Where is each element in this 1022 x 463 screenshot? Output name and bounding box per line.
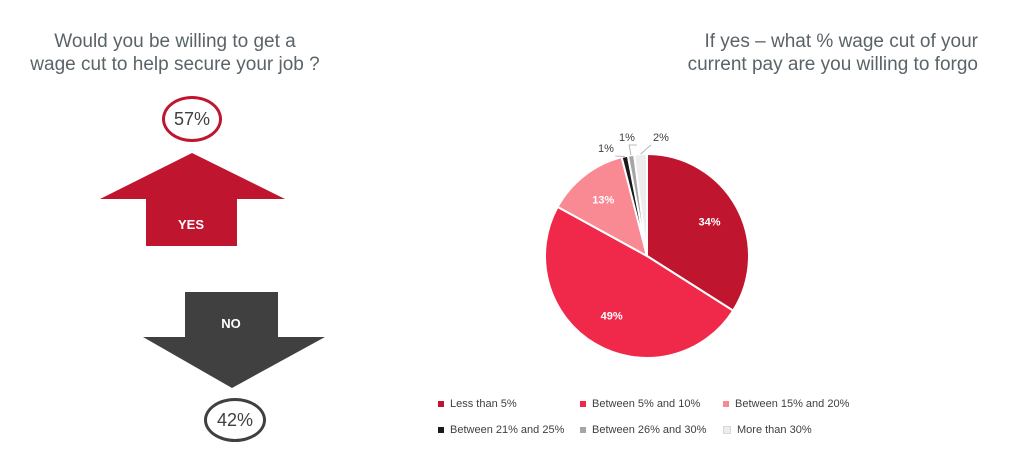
legend-swatch [438, 401, 444, 407]
yes-arrow [100, 153, 285, 246]
pie-slice [556, 155, 649, 258]
no-percentage-badge: 42% [204, 398, 266, 442]
right-title-line2: current pay are you willing to forgo [687, 54, 978, 75]
legend-item: Between 26% and 30% [580, 424, 706, 436]
legend-label: More than 30% [737, 424, 812, 436]
left-title-line2: wage cut to help secure your job ? [30, 54, 320, 75]
pie-leader-line [640, 144, 652, 155]
legend-label: Between 15% and 20% [735, 398, 850, 410]
pie-data-label: 1% [598, 143, 614, 155]
legend-item: Between 21% and 25% [438, 424, 564, 436]
pie-data-label: 13% [592, 195, 614, 207]
legend-item: Less than 5% [438, 398, 517, 410]
pie-leader-line [628, 144, 637, 156]
yes-arrow-label: YES [178, 217, 204, 232]
right-title-line1: If yes – what % wage cut of your [704, 31, 978, 52]
pie-slice [544, 205, 735, 359]
legend-label: Between 21% and 25% [450, 424, 565, 436]
pie-data-label: 1% [619, 132, 635, 144]
right-question-title: If yes – what % wage cut of your current… [600, 30, 978, 76]
legend-swatch [723, 426, 731, 434]
no-arrow [143, 292, 325, 388]
legend-swatch [438, 427, 444, 433]
pie-data-label: 49% [601, 311, 623, 323]
legend-item: Between 15% and 20% [723, 398, 849, 410]
left-question-title: Would you be willing to get a wage cut t… [30, 30, 320, 76]
legend-item: Between 5% and 10% [580, 398, 700, 410]
no-arrow-label: NO [221, 316, 241, 331]
left-title-line1: Would you be willing to get a [54, 31, 296, 52]
legend-swatch [580, 401, 586, 407]
legend-label: Between 5% and 10% [592, 398, 701, 410]
pie-data-label: 2% [653, 132, 669, 144]
legend-item: More than 30% [723, 424, 812, 436]
yes-percentage: 57% [173, 108, 211, 129]
legend-label: Between 26% and 30% [592, 424, 707, 436]
legend-label: Less than 5% [450, 398, 517, 410]
pie-data-label: 34% [699, 217, 721, 229]
yes-percentage-badge: 57% [162, 96, 222, 142]
legend-swatch [580, 427, 586, 433]
legend-swatch [723, 401, 729, 407]
no-percentage: 42% [216, 409, 254, 430]
